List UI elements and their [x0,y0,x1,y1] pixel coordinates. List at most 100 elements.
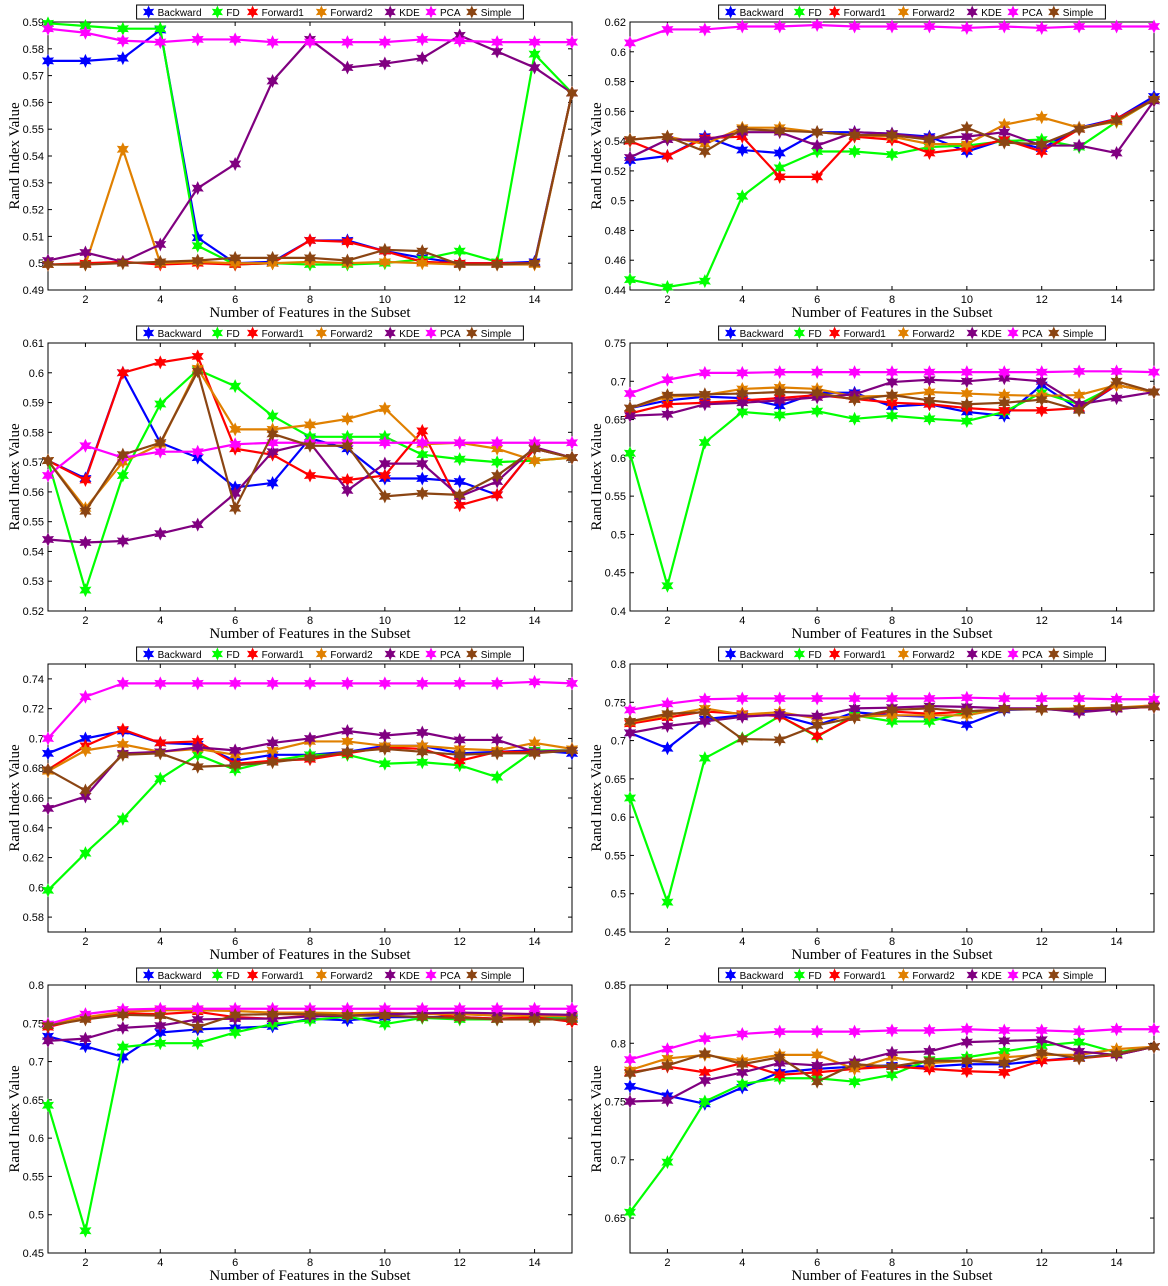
data-point-kde [998,1033,1011,1048]
data-point-fd [885,147,899,162]
data-point-pca [565,676,579,691]
chart-svg: 0.52 0.53 0.54 0.55 0.56 0.57 0.58 0.59 0.6 0.61 2… [7,325,579,642]
x-tick-label: 10 [961,1257,973,1269]
data-point-fd [491,455,504,470]
plot-area [47,21,573,291]
x-tick-label: 12 [1036,294,1048,306]
y-tick-label: 0.49 [23,285,44,297]
data-point-pca [1035,691,1048,706]
data-point-pca [960,690,973,705]
data-point-pca [565,1001,579,1016]
data-point-forward2 [378,254,391,269]
legend-marker-fd [793,326,806,340]
data-point-kde [79,245,92,260]
y-tick-label: 0.7 [611,736,626,748]
x-tick-label: 4 [157,615,163,627]
data-point-kde [661,407,674,422]
y-axis-label: Rand Index Value [7,744,23,852]
legend-label-kde: KDE [399,650,420,661]
legend-marker-pca [1007,326,1019,340]
legend-label-forward1: Forward1 [262,329,305,340]
data-point-backward [41,53,55,68]
data-point-simple [661,129,674,144]
legend-marker-forward2 [315,968,328,982]
data-point-forward1 [191,349,204,364]
data-point-pca [191,1001,204,1016]
legend-marker-pca [1007,968,1019,982]
x-tick-label: 8 [307,615,313,627]
y-tick-label: 0.64 [23,823,44,835]
x-tick-label: 14 [1110,294,1122,306]
data-point-simple [848,1057,861,1072]
data-point-forward2 [811,1047,824,1062]
x-tick-label: 10 [379,615,391,627]
legend-label-forward2: Forward2 [912,650,955,661]
legend-marker-pca [1007,5,1019,19]
data-point-forward1 [773,169,786,184]
data-point-pca [773,691,786,706]
data-point-kde [79,1031,92,1046]
data-point-backward [79,1039,92,1054]
data-point-pca [736,691,749,706]
data-point-kde [341,483,354,498]
legend-label-kde: KDE [399,329,420,340]
data-point-simple [998,702,1011,717]
data-point-forward2 [998,388,1011,403]
data-point-simple [885,388,899,403]
data-point-simple [698,387,711,402]
data-point-simple [736,1057,749,1072]
data-point-pca [79,689,92,704]
data-point-pca [41,731,55,746]
data-point-simple [41,453,55,468]
data-point-pca [154,676,167,691]
legend-marker-forward2 [897,326,910,340]
data-point-simple [378,1008,391,1023]
data-point-simple [565,450,579,465]
legend-marker-fd [793,647,806,661]
series-simple [623,92,1161,159]
y-tick-label: 0.52 [23,205,44,217]
legend-marker-forward1 [246,5,259,19]
data-point-simple [1035,137,1048,152]
data-point-simple [1073,122,1086,137]
chart-panel-2: 0.44 0.46 0.48 0.5 0.52 0.54 0.56 0.58 0.6 0.62 2 4… [582,0,1162,321]
y-tick-label: 0.7 [611,1155,626,1167]
legend-label-backward: Backward [740,8,784,19]
data-point-forward1 [960,1064,973,1079]
data-point-pca [154,444,167,459]
legend-label-fd: FD [226,329,239,340]
data-point-kde [378,56,391,71]
data-point-kde [698,132,711,147]
data-point-backward [41,746,55,761]
data-point-pca [528,1001,541,1016]
data-point-fd [416,755,429,770]
data-point-kde [923,372,936,387]
x-tick-label: 10 [961,294,973,306]
data-point-pca [698,365,711,380]
data-point-pca [773,19,786,34]
legend-marker-forward2 [315,5,328,19]
legend-marker-forward2 [897,5,910,19]
data-point-forward1 [116,722,129,737]
x-tick-label: 10 [379,1257,391,1269]
y-tick-label: 0.6 [611,812,626,824]
data-point-forward2 [116,737,129,752]
data-point-kde [773,393,786,408]
data-point-simple [453,487,466,502]
series-pca [623,17,1161,50]
legend-label-backward: Backward [740,329,784,340]
data-point-pca [923,691,936,706]
legend-label-fd: FD [226,650,239,661]
x-axis-label: Number of Features in the Subset [791,626,993,642]
data-point-kde [416,51,429,66]
data-point-fd [661,895,674,910]
data-point-fd [698,751,711,766]
data-point-backward [116,1049,129,1064]
data-point-simple [416,744,429,759]
data-point-simple [698,144,711,159]
y-tick-label: 0.48 [605,225,626,237]
x-tick-label: 10 [379,936,391,948]
x-tick-label: 8 [889,936,895,948]
data-point-forward1 [661,149,674,163]
